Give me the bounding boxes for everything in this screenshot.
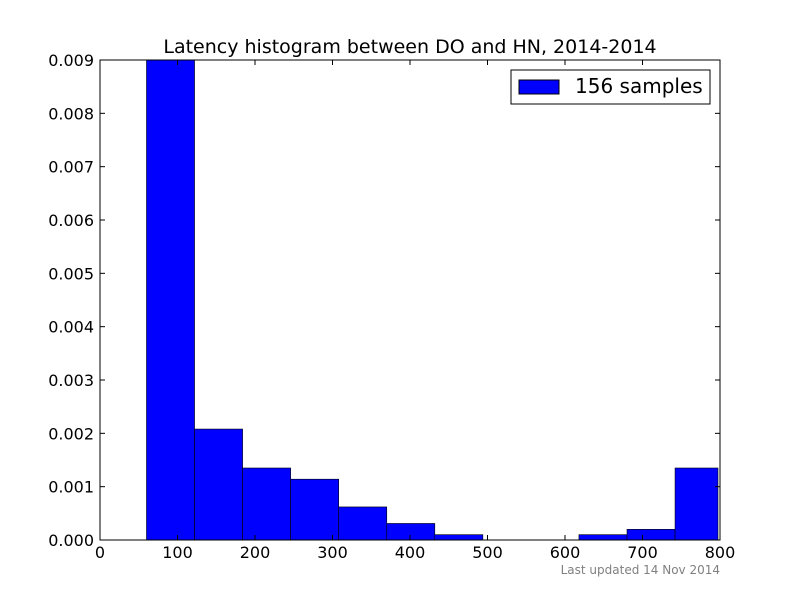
histogram-bar	[626, 529, 676, 541]
bars-group	[146, 59, 719, 541]
footer-last-updated: Last updated 14 Nov 2014	[561, 563, 720, 577]
y-tick-label: 0.004	[48, 318, 94, 337]
x-tick-label: 0	[95, 543, 105, 562]
chart-title: Latency histogram between DO and HN, 201…	[163, 36, 656, 58]
histogram-bar	[242, 467, 291, 541]
histogram-bar	[338, 506, 388, 541]
histogram-bar	[386, 523, 436, 541]
y-tick-label: 0.007	[48, 158, 94, 177]
y-tick-label: 0.008	[48, 104, 94, 123]
histogram-bar	[146, 59, 195, 541]
x-tick-label: 800	[705, 543, 736, 562]
y-tick-label: 0.009	[48, 51, 94, 70]
y-tick-label: 0.005	[48, 264, 94, 283]
x-tick-label: 700	[627, 543, 658, 562]
x-tick-label: 300	[317, 543, 348, 562]
y-tick-label: 0.000	[48, 531, 94, 550]
histogram-bar	[290, 478, 339, 541]
x-tick-labels: 0 100 200 300 400 500 600 700 800	[95, 543, 735, 562]
y-tick-label: 0.003	[48, 371, 94, 390]
y-tick-label: 0.001	[48, 478, 94, 497]
x-tick-label: 600	[550, 543, 581, 562]
histogram-bar	[434, 534, 484, 541]
x-tick-label: 500	[472, 543, 503, 562]
y-tick-labels: 0.000 0.001 0.002 0.003 0.004 0.005 0.006 0.007…	[48, 51, 94, 550]
legend: 156 samples	[510, 69, 711, 105]
legend-swatch	[518, 79, 560, 95]
legend-label: 156 samples	[575, 74, 703, 98]
x-tick-label: 100	[162, 543, 193, 562]
y-tick-label: 0.002	[48, 424, 94, 443]
y-tick-label: 0.006	[48, 211, 94, 230]
x-tick-label: 200	[240, 543, 271, 562]
histogram-bar	[194, 428, 243, 541]
histogram-bar	[674, 467, 719, 541]
histogram-bar	[578, 534, 628, 541]
x-tick-label: 400	[395, 543, 426, 562]
axis-ticks	[99, 59, 721, 541]
